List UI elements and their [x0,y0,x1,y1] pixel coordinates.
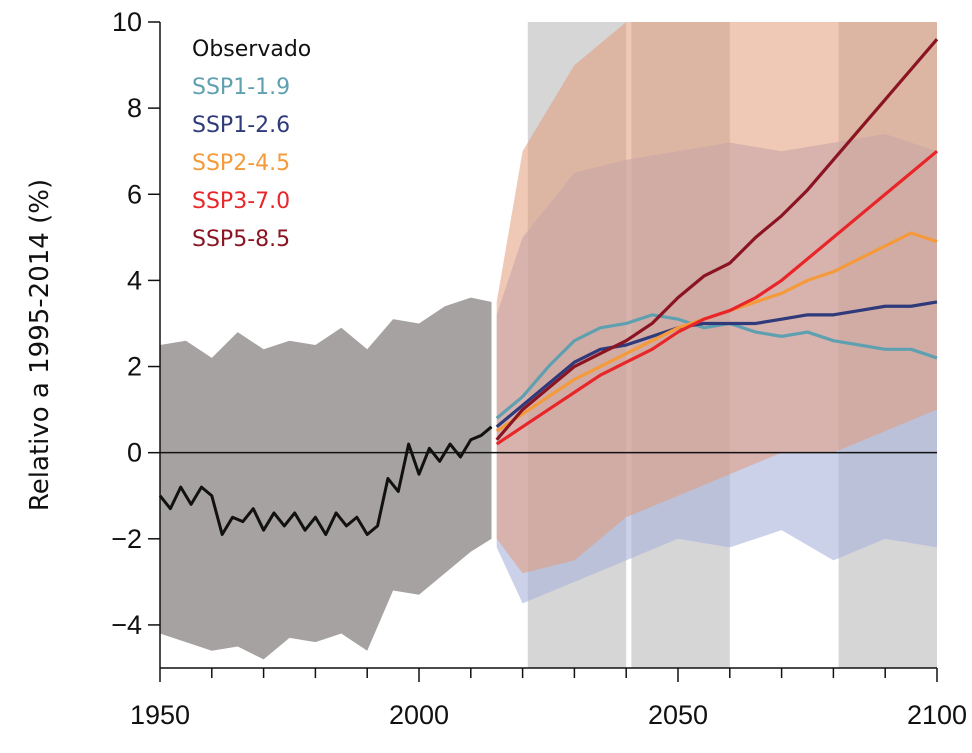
uncertainty-bands [160,22,937,660]
axes: 10 8 6 4 2 0 −2 −4 1950 2000 2050 2100 [111,7,967,730]
legend-entry-ssp5-8-5: SSP5-8.5 [192,227,290,252]
x-tick-label: 1950 [130,700,190,730]
y-tick-label: 2 [127,352,142,382]
y-tick-label: 8 [127,93,142,123]
y-tick-label: 0 [127,438,142,468]
series-line-ssp5-8-5 [495,38,939,441]
series-lines [158,38,939,536]
y-tick-label: −4 [111,610,142,640]
legend-entry-ssp1-2-6: SSP1-2.6 [192,113,290,138]
y-tick-label: 10 [112,7,142,37]
legend-entry-observado: Observado [192,37,311,62]
legend-entry-ssp1-1-9: SSP1-1.9 [192,75,290,100]
x-tick-label: 2000 [389,700,449,730]
series-line-ssp3-7-0 [495,149,939,446]
y-tick-label: −2 [111,524,142,554]
historical-band [160,297,492,660]
series-line-ssp1-1-9 [495,313,938,420]
series-line-ssp1-2-6 [495,300,938,429]
ssp5-band [496,22,937,574]
x-tick-label: 2050 [648,700,708,730]
y-tick-label: 4 [127,265,142,295]
y-tick-label: 6 [127,179,142,209]
legend-entry-ssp2-4-5: SSP2-4.5 [192,151,290,176]
y-axis-label: Relativo a 1995-2014 (%) [25,179,55,511]
series-line-observado [158,425,493,536]
x-tick-label: 2100 [907,700,967,730]
legend-entry-ssp3-7-0: SSP3-7.0 [192,189,290,214]
legend: Observado SSP1-1.9 SSP1-2.6 SSP2-4.5 SSP3-7.… [192,37,311,252]
